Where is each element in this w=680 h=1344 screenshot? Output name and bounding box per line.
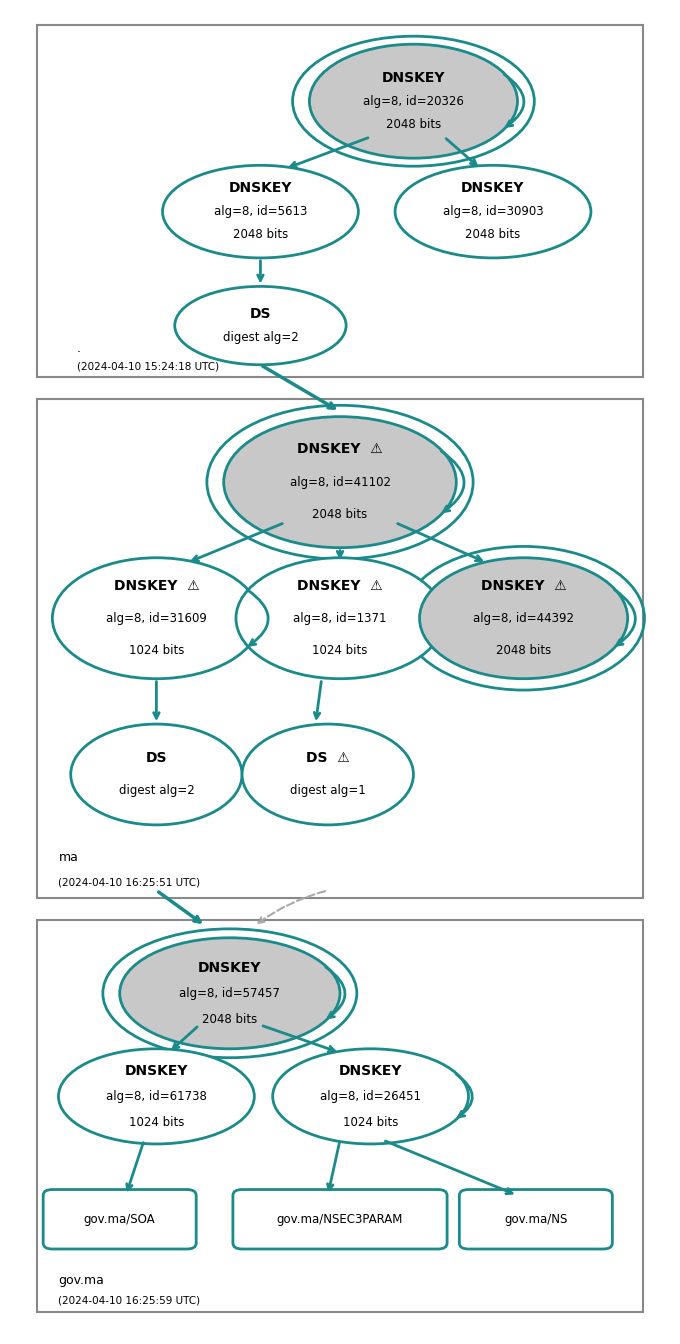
Text: 2048 bits: 2048 bits xyxy=(465,228,521,242)
Text: gov.ma: gov.ma xyxy=(58,1274,104,1288)
FancyBboxPatch shape xyxy=(37,399,643,898)
Text: 1024 bits: 1024 bits xyxy=(129,1116,184,1129)
Ellipse shape xyxy=(420,558,628,679)
Text: alg=8, id=41102: alg=8, id=41102 xyxy=(290,476,390,489)
FancyBboxPatch shape xyxy=(44,1189,196,1249)
Text: DNSKEY: DNSKEY xyxy=(381,71,445,85)
Ellipse shape xyxy=(58,1048,254,1144)
Text: 2048 bits: 2048 bits xyxy=(202,1012,258,1025)
Text: gov.ma/SOA: gov.ma/SOA xyxy=(84,1212,156,1226)
Text: .: . xyxy=(77,343,81,355)
Text: gov.ma/NSEC3PARAM: gov.ma/NSEC3PARAM xyxy=(277,1212,403,1226)
Text: DS  ⚠: DS ⚠ xyxy=(306,751,350,765)
Text: alg=8, id=61738: alg=8, id=61738 xyxy=(106,1090,207,1103)
Text: digest alg=2: digest alg=2 xyxy=(222,331,299,344)
Text: 2048 bits: 2048 bits xyxy=(233,228,288,242)
Ellipse shape xyxy=(309,44,517,159)
Text: 1024 bits: 1024 bits xyxy=(343,1116,398,1129)
Text: DNSKEY: DNSKEY xyxy=(228,181,292,195)
Ellipse shape xyxy=(120,938,340,1048)
Text: 2048 bits: 2048 bits xyxy=(496,645,551,657)
FancyBboxPatch shape xyxy=(233,1189,447,1249)
Text: alg=8, id=26451: alg=8, id=26451 xyxy=(320,1090,421,1103)
FancyBboxPatch shape xyxy=(37,919,643,1313)
Ellipse shape xyxy=(242,724,413,825)
FancyBboxPatch shape xyxy=(37,24,643,378)
Text: 1024 bits: 1024 bits xyxy=(312,645,368,657)
Text: 1024 bits: 1024 bits xyxy=(129,645,184,657)
Text: DS: DS xyxy=(146,751,167,765)
Text: alg=8, id=44392: alg=8, id=44392 xyxy=(473,612,574,625)
Text: DNSKEY: DNSKEY xyxy=(339,1063,403,1078)
Text: alg=8, id=5613: alg=8, id=5613 xyxy=(214,206,307,218)
Text: DNSKEY  ⚠: DNSKEY ⚠ xyxy=(481,578,566,593)
Ellipse shape xyxy=(71,724,242,825)
Text: DNSKEY  ⚠: DNSKEY ⚠ xyxy=(297,442,383,457)
Text: DNSKEY  ⚠: DNSKEY ⚠ xyxy=(297,578,383,593)
Text: (2024-04-10 16:25:59 UTC): (2024-04-10 16:25:59 UTC) xyxy=(58,1296,201,1305)
Text: 2048 bits: 2048 bits xyxy=(386,118,441,130)
Text: DNSKEY: DNSKEY xyxy=(124,1063,188,1078)
Text: alg=8, id=57457: alg=8, id=57457 xyxy=(180,986,280,1000)
Text: DNSKEY: DNSKEY xyxy=(461,181,525,195)
Ellipse shape xyxy=(175,286,346,364)
Text: digest alg=1: digest alg=1 xyxy=(290,785,366,797)
Text: alg=8, id=30903: alg=8, id=30903 xyxy=(443,206,543,218)
Text: (2024-04-10 15:24:18 UTC): (2024-04-10 15:24:18 UTC) xyxy=(77,362,219,371)
Ellipse shape xyxy=(224,417,456,547)
Ellipse shape xyxy=(395,165,591,258)
Text: alg=8, id=1371: alg=8, id=1371 xyxy=(293,612,387,625)
FancyBboxPatch shape xyxy=(460,1189,612,1249)
Ellipse shape xyxy=(273,1048,469,1144)
Ellipse shape xyxy=(163,165,358,258)
Text: 2048 bits: 2048 bits xyxy=(312,508,368,521)
Text: alg=8, id=20326: alg=8, id=20326 xyxy=(363,94,464,108)
Text: (2024-04-10 16:25:51 UTC): (2024-04-10 16:25:51 UTC) xyxy=(58,878,201,888)
Ellipse shape xyxy=(52,558,260,679)
Text: alg=8, id=31609: alg=8, id=31609 xyxy=(106,612,207,625)
Text: ma: ma xyxy=(58,851,78,864)
Text: DNSKEY  ⚠: DNSKEY ⚠ xyxy=(114,578,199,593)
Text: gov.ma/NS: gov.ma/NS xyxy=(504,1212,568,1226)
Text: digest alg=2: digest alg=2 xyxy=(118,785,194,797)
Text: DS: DS xyxy=(250,306,271,321)
Text: DNSKEY: DNSKEY xyxy=(198,961,262,974)
Ellipse shape xyxy=(236,558,444,679)
